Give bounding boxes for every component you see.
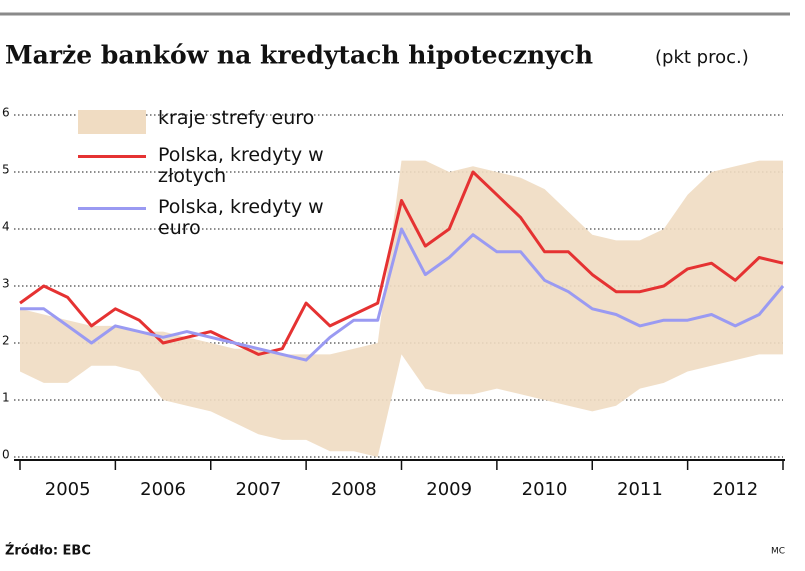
legend-label: Polska, kredyty w euro (158, 196, 324, 239)
credit: MC (771, 547, 785, 557)
x-tick-label: 2009 (426, 479, 472, 500)
legend: kraje strefy euro Polska, kredyty w złoty… (78, 108, 338, 249)
y-tick-label: 5 (2, 163, 10, 177)
legend-label: Polska, kredyty w złotych (158, 144, 324, 187)
y-tick-label: 0 (2, 448, 10, 462)
chart-title: Marże banków na kredytach hipotecznych (5, 41, 593, 70)
x-tick-label: 2006 (140, 479, 186, 500)
range-band (20, 160, 783, 457)
x-tick-label: 2012 (712, 479, 758, 500)
chart-subtitle: (pkt proc.) (655, 47, 749, 68)
x-tick-label: 2011 (617, 479, 663, 500)
legend-item: Polska, kredyty w złotych (78, 145, 338, 187)
y-tick-label: 6 (2, 106, 10, 120)
y-tick-label: 4 (2, 220, 10, 234)
y-tick-label: 1 (2, 391, 10, 405)
series-line (19, 170, 784, 356)
y-tick-label: 2 (2, 334, 10, 348)
y-tick-label: 3 (2, 277, 10, 291)
legend-swatch (78, 155, 146, 158)
legend-label: kraje strefy euro (158, 107, 315, 129)
x-tick-label: 2005 (45, 479, 91, 500)
source: Źródło: EBC (5, 543, 91, 559)
x-tick-label: 2010 (522, 479, 568, 500)
legend-item: Polska, kredyty w euro (78, 197, 338, 239)
legend-item: kraje strefy euro (78, 107, 338, 134)
legend-swatch (78, 207, 146, 210)
series-line (20, 227, 785, 362)
legend-swatch (78, 110, 146, 134)
x-tick-label: 2007 (236, 479, 282, 500)
x-tick-label: 2008 (331, 479, 377, 500)
